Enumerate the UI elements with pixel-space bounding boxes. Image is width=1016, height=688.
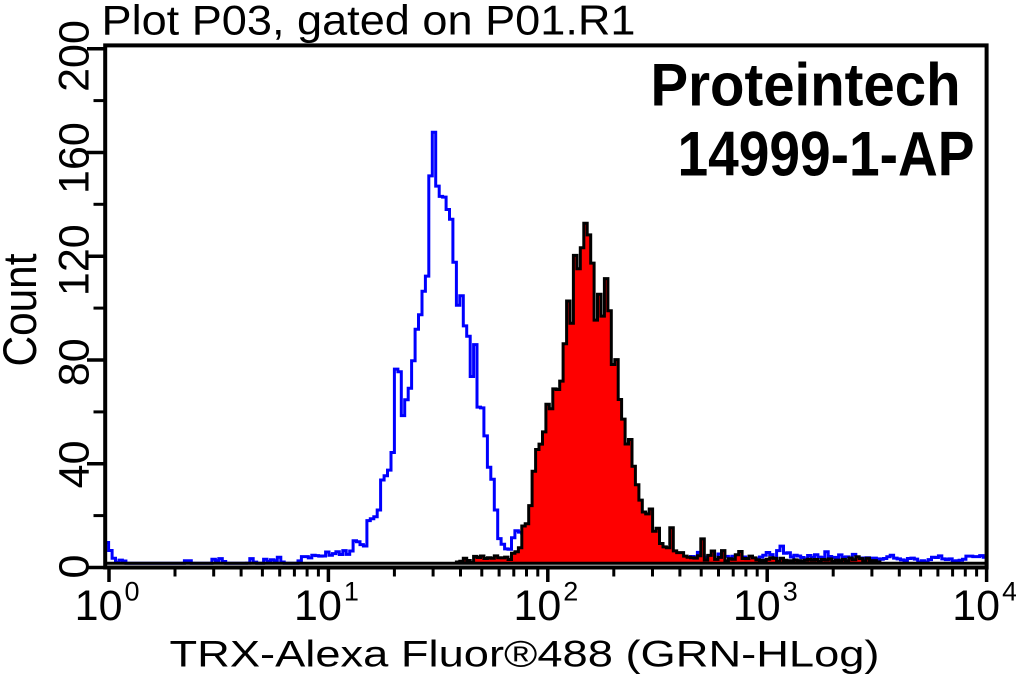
svg-text:14999-1-AP: 14999-1-AP bbox=[678, 120, 975, 190]
svg-text:160: 160 bbox=[51, 122, 99, 194]
svg-text:80: 80 bbox=[51, 338, 99, 386]
svg-text:10: 10 bbox=[952, 582, 1000, 630]
svg-text:Count: Count bbox=[0, 254, 46, 367]
svg-text:0: 0 bbox=[51, 555, 99, 579]
svg-text:TRX-Alexa Fluor®488 (GRN-HLog): TRX-Alexa Fluor®488 (GRN-HLog) bbox=[170, 634, 880, 675]
svg-text:120: 120 bbox=[51, 224, 99, 296]
svg-text:10: 10 bbox=[294, 582, 342, 630]
svg-text:200: 200 bbox=[51, 20, 99, 92]
svg-text:1: 1 bbox=[344, 577, 359, 607]
svg-text:Plot P03, gated on P01.R1: Plot P03, gated on P01.R1 bbox=[102, 0, 636, 44]
svg-text:10: 10 bbox=[733, 582, 781, 630]
svg-text:Proteintech: Proteintech bbox=[651, 52, 961, 119]
svg-text:0: 0 bbox=[125, 577, 140, 607]
svg-text:4: 4 bbox=[1002, 577, 1016, 607]
svg-text:10: 10 bbox=[75, 582, 123, 630]
svg-text:40: 40 bbox=[51, 440, 99, 488]
svg-text:2: 2 bbox=[563, 577, 578, 607]
svg-text:10: 10 bbox=[513, 582, 561, 630]
svg-text:3: 3 bbox=[783, 577, 798, 607]
